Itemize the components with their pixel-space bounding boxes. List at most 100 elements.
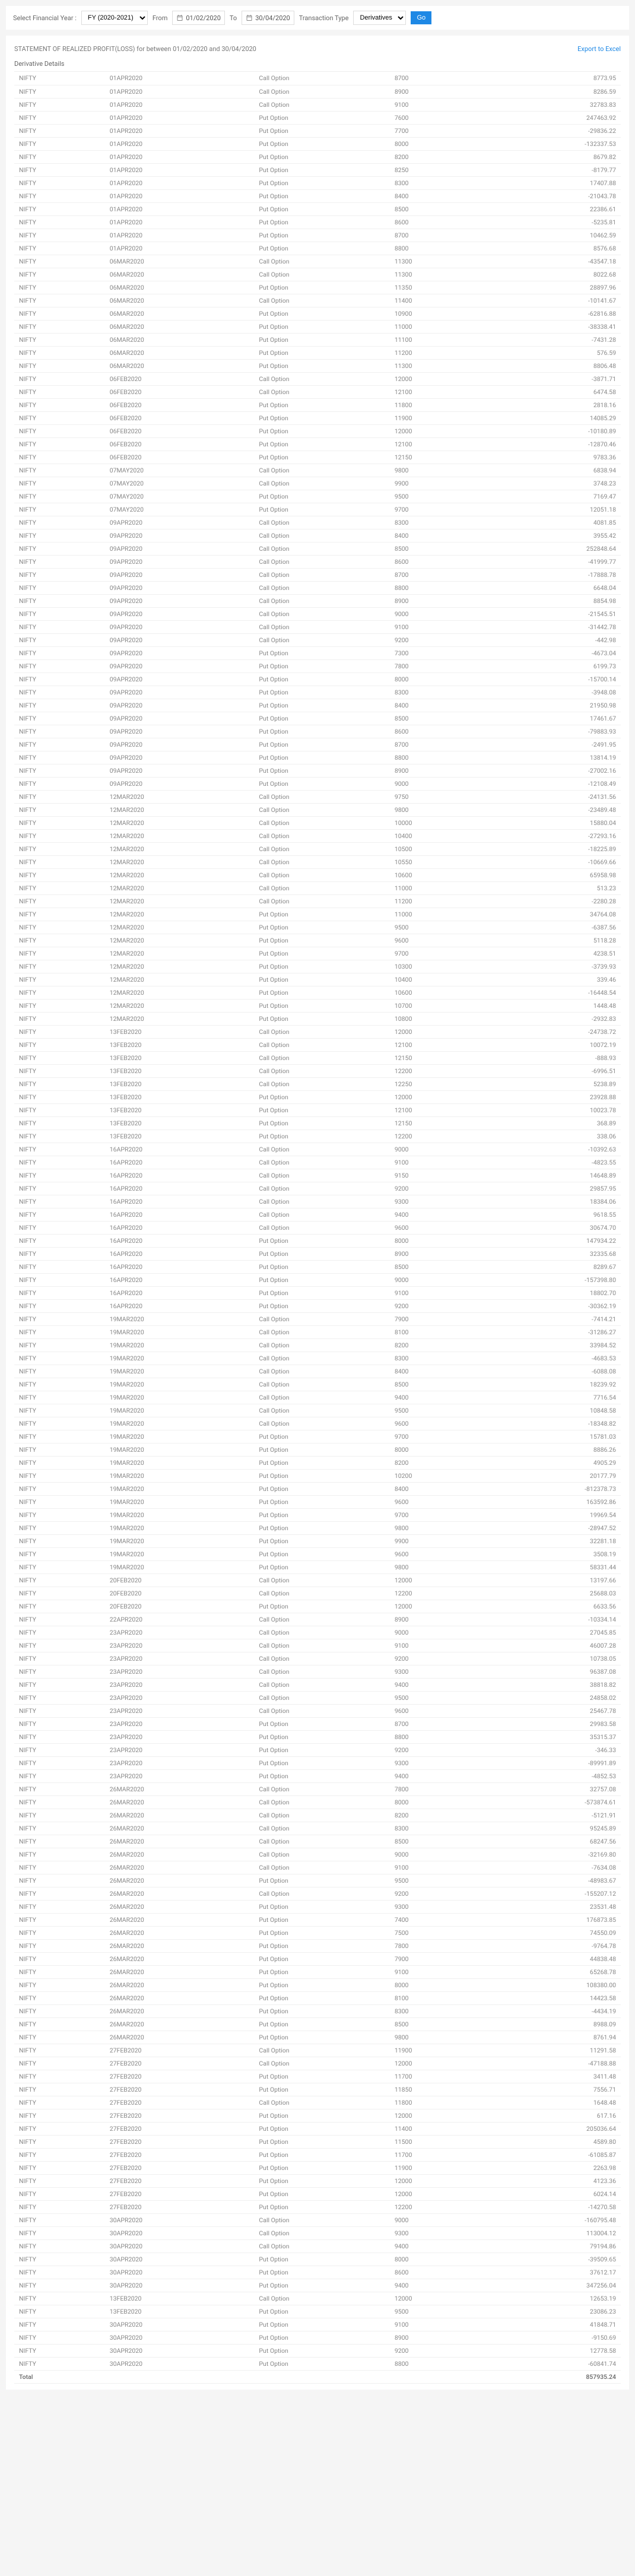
table-cell: 14648.89 [482,1169,621,1182]
table-cell: 23086.23 [482,2305,621,2318]
table-cell: Call Option [254,1782,389,1795]
txn-select[interactable]: Derivatives [353,11,406,25]
table-cell: Put Option [254,2174,389,2187]
table-row: NIFTY26MAR2020Call Option830095245.89 [14,1822,621,1835]
table-cell: NIFTY [14,2187,105,2200]
table-cell: Put Option [254,1900,389,1913]
table-cell: 10600 [390,868,482,881]
table-cell: 21950.98 [482,699,621,712]
to-date-value: 30/04/2020 [255,14,290,22]
table-cell: 9000 [390,1848,482,1861]
table-row: NIFTY19MAR2020Put Option980058331.44 [14,1560,621,1573]
table-cell: 20177.79 [482,1469,621,1482]
table-cell: Put Option [254,333,389,346]
table-row: NIFTY09APR2020Call Option83004081.85 [14,516,621,529]
table-cell: 9750 [390,790,482,803]
table-cell: 12000 [390,1090,482,1103]
table-cell: 16APR2020 [105,1299,255,1312]
table-cell: NIFTY [14,1626,105,1639]
table-cell: 16APR2020 [105,1221,255,1234]
table-cell: 74550.09 [482,1926,621,1939]
from-date-input[interactable]: 01/02/2020 [172,11,225,25]
table-cell: Call Option [254,255,389,268]
table-cell: 09APR2020 [105,646,255,659]
table-cell: NIFTY [14,1691,105,1704]
table-cell: Put Option [254,1012,389,1025]
table-cell: 79194.86 [482,2239,621,2253]
table-cell: NIFTY [14,960,105,973]
table-row: NIFTY23APR2020Call Option910046007.28 [14,1639,621,1652]
table-row: NIFTY27FEB2020Put Option11400205036.64 [14,2122,621,2135]
table-cell: 13FEB2020 [105,1090,255,1103]
table-cell: 09APR2020 [105,712,255,725]
table-cell: NIFTY [14,1090,105,1103]
table-cell: -10141.67 [482,294,621,307]
table-cell: 19MAR2020 [105,1495,255,1508]
table-cell: Put Option [254,202,389,215]
table-cell: 01APR2020 [105,124,255,137]
table-cell: NIFTY [14,1952,105,1965]
table-cell: 8900 [390,1247,482,1260]
table-cell: 32281.18 [482,1534,621,1547]
table-cell: 34764.08 [482,908,621,921]
table-cell: -4683.53 [482,1352,621,1365]
table-cell: -16448.54 [482,986,621,999]
table-row: NIFTY27FEB2020Put Option115004589.80 [14,2135,621,2148]
table-row: NIFTY26MAR2020Put Option810014423.58 [14,1991,621,2004]
export-link[interactable]: Export to Excel [577,45,621,53]
table-cell: NIFTY [14,2004,105,2017]
table-row: NIFTY26MAR2020Put Option910065268.78 [14,1965,621,1978]
table-cell: Call Option [254,2213,389,2226]
table-row: NIFTY12MAR2020Put Option9500-6387.56 [14,921,621,934]
table-cell: 11800 [390,398,482,411]
table-cell: 01APR2020 [105,229,255,242]
table-cell: 9800 [390,464,482,477]
table-row: NIFTY19MAR2020Call Option94007716.54 [14,1391,621,1404]
table-cell: 26MAR2020 [105,1978,255,1991]
table-cell: Put Option [254,1090,389,1103]
table-cell: -27002.16 [482,764,621,777]
table-cell: -3739.93 [482,960,621,973]
table-cell: Call Option [254,1809,389,1822]
table-cell: 23APR2020 [105,1691,255,1704]
derivative-table: NIFTY01APR2020Call Option87008773.95NIFT… [14,72,621,2384]
table-cell: -346.33 [482,1743,621,1756]
table-cell: 7800 [390,1782,482,1795]
table-cell: Put Option [254,1991,389,2004]
table-row: NIFTY23APR2020Put Option880035315.37 [14,1730,621,1743]
table-cell: NIFTY [14,1508,105,1521]
table-row: NIFTY12MAR2020Put Option10800-2932.83 [14,1012,621,1025]
table-cell: NIFTY [14,72,105,85]
table-cell: 9200 [390,633,482,646]
table-cell: 19MAR2020 [105,1547,255,1560]
table-row: NIFTY06MAR2020Call Option11300-43547.18 [14,255,621,268]
table-cell: 11400 [390,294,482,307]
fy-select[interactable]: FY (2020-2021) [81,11,148,25]
table-row: NIFTY27FEB2020Put Option119002263.98 [14,2161,621,2174]
go-button[interactable]: Go [411,11,431,24]
table-cell: 2818.16 [482,398,621,411]
to-date-input[interactable]: 30/04/2020 [242,11,294,25]
table-cell: Put Option [254,1743,389,1756]
table-cell: 8000 [390,137,482,150]
table-cell: 06FEB2020 [105,385,255,398]
table-row: NIFTY06FEB2020Call Option121006474.58 [14,385,621,398]
table-cell: 27FEB2020 [105,2096,255,2109]
table-cell: -7431.28 [482,333,621,346]
table-cell: 1648.48 [482,2096,621,2109]
table-cell: NIFTY [14,1835,105,1848]
table-row: NIFTY19MAR2020Put Option9600163592.86 [14,1495,621,1508]
table-cell: 46007.28 [482,1639,621,1652]
table-cell: Put Option [254,2017,389,2031]
table-cell: 513.23 [482,881,621,894]
table-cell: NIFTY [14,894,105,908]
table-cell: 12000 [390,1600,482,1613]
table-cell: NIFTY [14,1051,105,1064]
table-cell: NIFTY [14,2083,105,2096]
table-cell: NIFTY [14,986,105,999]
table-cell: -2932.83 [482,1012,621,1025]
table-cell: 12200 [390,1064,482,1077]
table-cell: 06MAR2020 [105,255,255,268]
table-cell: Call Option [254,2292,389,2305]
table-cell: -32169.80 [482,1848,621,1861]
